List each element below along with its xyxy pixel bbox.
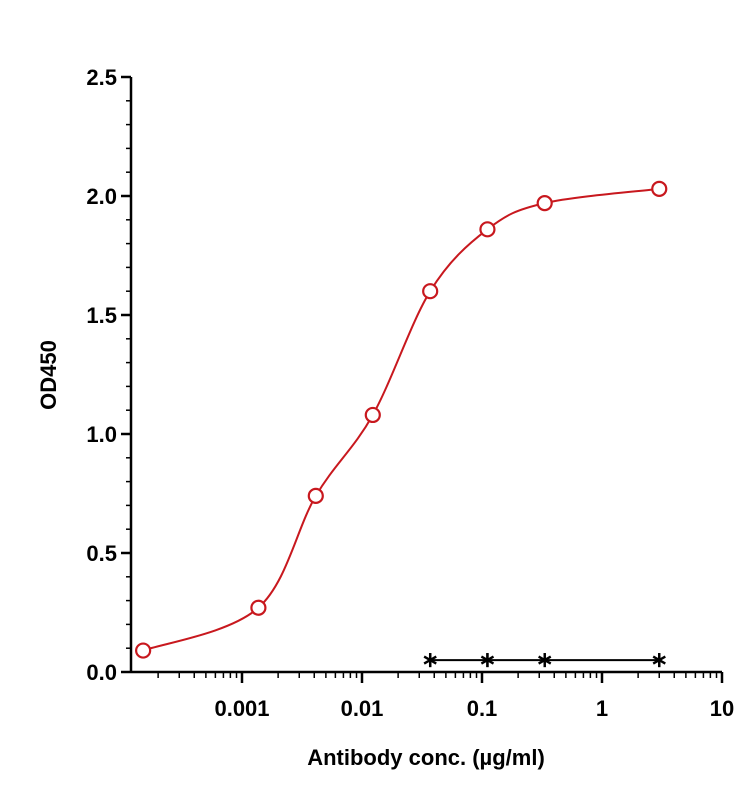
y-tick-label: 2.0 — [86, 184, 117, 209]
data-point-circle — [364, 406, 381, 424]
y-tick-label: 1.5 — [86, 303, 117, 328]
data-point-asterisk — [423, 653, 437, 668]
data-point-circle — [135, 642, 152, 659]
data-point-circle — [307, 487, 324, 504]
y-tick-label: 0.5 — [86, 541, 117, 566]
data-point-asterisk — [652, 653, 666, 668]
y-tick-label: 0.0 — [86, 660, 117, 685]
x-tick-label: 1 — [596, 696, 608, 721]
curves-layer — [142, 187, 660, 662]
x-tick-label: 0.01 — [341, 696, 384, 721]
axes-layer: 0.0 0.5 1.0 1.5 2.0 2.5 0.001 0.01 0.1 1 10 — [86, 65, 734, 721]
data-point-asterisk — [480, 653, 495, 668]
x-tick-label: 0.1 — [467, 696, 498, 721]
y-axis-title: OD450 — [36, 340, 61, 410]
y-tick-label: 2.5 — [86, 65, 117, 90]
x-axis-title: Antibody conc. (µg/ml) — [307, 745, 545, 770]
fit-curve-line — [142, 187, 660, 652]
x-tick-label: 10 — [710, 696, 734, 721]
x-tick-label: 0.001 — [214, 696, 269, 721]
data-point-asterisk — [538, 653, 552, 668]
data-point-circle — [479, 221, 496, 238]
data-point-circle — [651, 180, 668, 197]
points-layer — [135, 180, 668, 668]
data-point-circle — [536, 195, 553, 212]
y-tick-label: 1.0 — [86, 422, 117, 447]
data-point-circle — [250, 599, 267, 616]
data-point-circle — [422, 283, 439, 300]
